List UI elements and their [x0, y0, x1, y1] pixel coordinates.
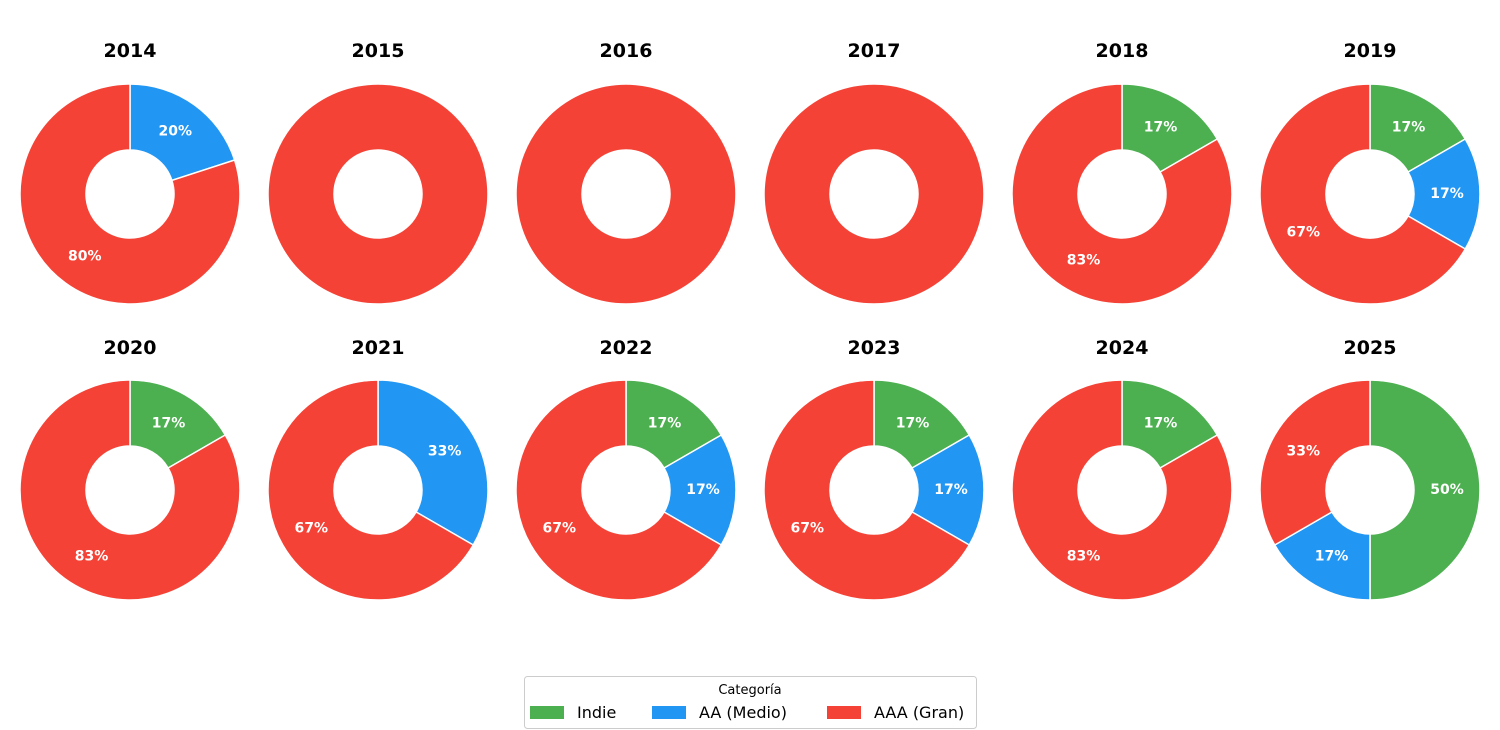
slice-label-aaa: 33% [1287, 444, 1321, 460]
donut-panel-2015: 2015 [267, 40, 489, 305]
panel-title: 2016 [600, 40, 653, 62]
panel-title: 2018 [1096, 40, 1149, 62]
legend-label-aa: AA (Medio) [699, 703, 787, 722]
donut-slice-aa [911, 433, 985, 547]
donut-panel-2024: 2024 17% 83% [1011, 337, 1233, 601]
donut-slice-indie [1121, 83, 1219, 174]
donut-slice-aaa [515, 379, 723, 601]
panel-title: 2023 [848, 337, 901, 359]
donut-panel-2023: 2023 17% 17% 67% [763, 337, 985, 601]
donut-slice-indie [625, 379, 723, 470]
slice-label-indie: 17% [896, 415, 930, 431]
panel-title: 2019 [1344, 40, 1397, 62]
donut-slice-aaa [1011, 83, 1233, 305]
slice-label-aaa: 83% [75, 549, 109, 565]
slice-label-indie: 17% [152, 415, 186, 431]
slice-label-aa: 17% [1430, 186, 1464, 202]
donut-panel-2021: 2021 33% 67% [267, 337, 489, 601]
legend-swatch-indie [530, 706, 564, 719]
slice-label-indie: 17% [1144, 415, 1178, 431]
donut-slice-aaa [1011, 379, 1233, 601]
slice-label-aaa: 83% [1067, 549, 1101, 565]
panel-title: 2025 [1344, 337, 1397, 359]
slice-label-indie: 17% [1144, 119, 1178, 135]
donut-panel-2018: 2018 17% 83% [1011, 40, 1233, 305]
donut-panels: 2014 20% 80% 2015 2016 2017 2018 17% 83% 2019 17% 1… [19, 40, 1481, 601]
donut-slice-aaa [763, 83, 985, 305]
donut-panel-2014: 2014 20% 80% [19, 40, 241, 305]
slice-label-indie: 17% [648, 415, 682, 431]
slice-label-aaa: 83% [1067, 253, 1101, 269]
legend: Categoría Indie AA (Medio) AAA (Gran) [524, 676, 977, 729]
legend-swatch-aa [652, 706, 686, 719]
legend-swatch-aaa [827, 706, 861, 719]
donut-slice-indie [129, 379, 227, 470]
donut-panel-2025: 2025 50% 17% 33% [1259, 337, 1481, 601]
legend-title: Categoría [718, 683, 781, 698]
donut-panel-2016: 2016 [515, 40, 737, 305]
donut-slice-aa [377, 379, 489, 547]
donut-slice-aa [129, 83, 236, 182]
panel-title: 2014 [104, 40, 157, 62]
donut-slice-aaa [515, 83, 737, 305]
donut-slice-aa [1273, 510, 1371, 601]
donut-slice-indie [1121, 379, 1219, 470]
donut-panel-2019: 2019 17% 17% 67% [1259, 40, 1481, 305]
donut-slice-aa [663, 433, 737, 547]
legend-frame [524, 676, 977, 729]
slice-label-aa: 17% [686, 482, 720, 498]
panel-title: 2024 [1096, 337, 1149, 359]
donut-panel-2022: 2022 17% 17% 67% [515, 337, 737, 601]
slice-label-aaa: 67% [1287, 225, 1321, 241]
donut-panel-2017: 2017 [763, 40, 985, 305]
panel-title: 2022 [600, 337, 653, 359]
donut-slice-aaa [763, 379, 971, 601]
slice-label-indie: 17% [1392, 119, 1426, 135]
panel-title: 2020 [104, 337, 157, 359]
donut-slice-aaa [19, 379, 241, 601]
legend-label-aaa: AAA (Gran) [874, 703, 964, 722]
donut-panel-2020: 2020 17% 83% [19, 337, 241, 601]
panel-title: 2015 [352, 40, 405, 62]
donut-slice-indie [1369, 83, 1467, 174]
donut-slice-aaa [1259, 83, 1467, 305]
panel-title: 2017 [848, 40, 901, 62]
slice-label-aa: 17% [1315, 549, 1349, 565]
slice-label-aa: 17% [934, 482, 968, 498]
donut-slice-aaa [267, 83, 489, 305]
slice-label-indie: 50% [1430, 482, 1464, 498]
panel-title: 2021 [352, 337, 405, 359]
slice-label-aaa: 67% [791, 521, 825, 537]
donut-slice-aaa [267, 379, 475, 601]
donut-slice-aa [1407, 137, 1481, 251]
slice-label-aaa: 80% [68, 248, 102, 264]
slice-label-aaa: 67% [295, 521, 329, 537]
donut-slice-aaa [1259, 379, 1371, 547]
donut-slice-indie [1369, 379, 1481, 601]
legend-label-indie: Indie [577, 703, 616, 722]
slice-label-aaa: 67% [543, 521, 577, 537]
slice-label-aa: 33% [428, 444, 462, 460]
donut-slice-indie [873, 379, 971, 470]
slice-label-aa: 20% [159, 124, 193, 140]
donut-slice-aaa [19, 83, 241, 305]
